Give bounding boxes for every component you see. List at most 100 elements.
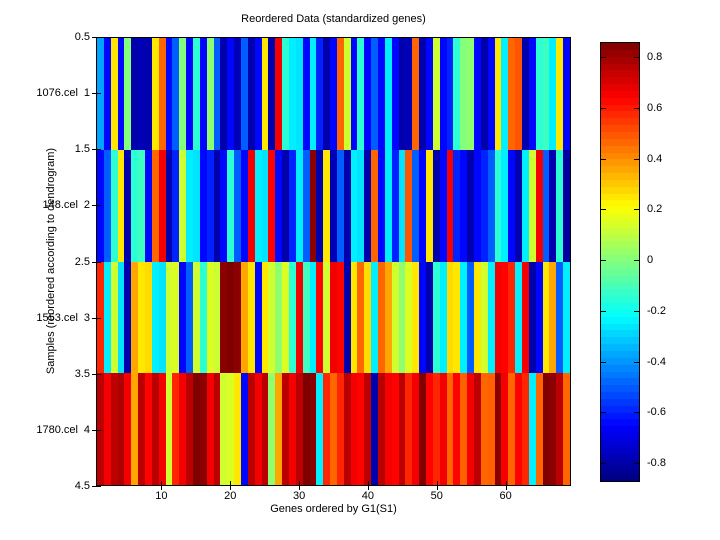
heatmap-cell bbox=[220, 149, 228, 262]
heatmap-cell bbox=[247, 149, 255, 262]
heatmap-cell bbox=[144, 38, 152, 150]
heatmap-cell bbox=[419, 38, 427, 150]
colorbar-slice bbox=[601, 460, 639, 468]
heatmap-cell bbox=[563, 38, 570, 150]
heatmap-cell bbox=[165, 38, 173, 150]
heatmap-cell bbox=[309, 38, 317, 150]
colorbar-slice bbox=[601, 385, 639, 393]
colorbar-slice bbox=[601, 248, 639, 256]
heatmap-cell bbox=[247, 261, 255, 374]
heatmap-cell bbox=[275, 261, 283, 374]
heatmap-cell bbox=[131, 38, 139, 150]
heatmap-cell bbox=[405, 373, 413, 485]
heatmap-cell bbox=[309, 261, 317, 374]
heatmap-cell bbox=[528, 149, 536, 262]
heatmap-cell bbox=[179, 38, 187, 150]
tick-mark bbox=[299, 486, 300, 490]
heatmap-cell bbox=[288, 261, 296, 374]
heatmap-cell bbox=[467, 261, 475, 374]
y-tick-label: 0.5 bbox=[74, 31, 90, 43]
colorbar bbox=[600, 42, 640, 482]
heatmap-cell bbox=[364, 373, 372, 485]
colorbar-slice bbox=[601, 439, 639, 447]
colorbar-slice bbox=[601, 255, 639, 262]
heatmap-cell bbox=[275, 38, 283, 150]
heatmap-cell bbox=[357, 38, 365, 150]
heatmap-cell bbox=[254, 149, 262, 262]
heatmap-cell bbox=[378, 373, 385, 485]
colorbar-slice bbox=[601, 131, 639, 139]
heatmap-cell bbox=[467, 38, 475, 150]
heatmap-cell bbox=[494, 373, 502, 485]
colorbar-slice bbox=[601, 63, 639, 71]
colorbar-slice bbox=[601, 125, 639, 132]
heatmap-cell bbox=[302, 149, 310, 262]
tick-mark bbox=[506, 481, 507, 486]
heatmap-cell bbox=[199, 149, 207, 262]
heatmap-cell bbox=[213, 149, 221, 262]
heatmap-cell bbox=[371, 373, 379, 485]
heatmap-cell bbox=[268, 261, 276, 374]
heatmap-cell bbox=[275, 149, 283, 262]
heatmap-cell bbox=[316, 38, 324, 150]
colorbar-tick-label: 0.2 bbox=[647, 203, 663, 216]
heatmap-cell bbox=[343, 38, 351, 150]
heatmap-cell bbox=[234, 373, 241, 485]
heatmap-cell bbox=[522, 38, 529, 150]
heatmap-cell bbox=[323, 38, 331, 150]
tick-mark bbox=[96, 205, 101, 206]
heatmap-cell bbox=[343, 261, 351, 374]
heatmap-cell bbox=[323, 261, 331, 374]
heatmap-cell bbox=[97, 373, 104, 485]
colorbar-slice bbox=[601, 241, 639, 249]
tick-mark bbox=[92, 374, 96, 375]
heatmap-cell bbox=[474, 38, 481, 150]
y-tick-label: 2.5 bbox=[74, 255, 90, 268]
colorbar-slice bbox=[601, 357, 639, 365]
heatmap-cell bbox=[309, 149, 317, 262]
heatmap-cell bbox=[432, 373, 440, 485]
x-tick-label: 10 bbox=[155, 490, 168, 502]
heatmap-cell bbox=[371, 261, 379, 374]
heatmap-cell bbox=[384, 149, 392, 262]
y-tick-label: 1 bbox=[83, 87, 90, 100]
heatmap-cell bbox=[302, 373, 310, 485]
heatmap-cell bbox=[494, 261, 502, 374]
colorbar-slice bbox=[601, 145, 639, 153]
heatmap-cell bbox=[343, 149, 351, 262]
heatmap-cell bbox=[357, 149, 365, 262]
heatmap-cell bbox=[165, 149, 173, 262]
tick-mark bbox=[601, 260, 606, 261]
heatmap-cell bbox=[419, 261, 427, 374]
heatmap-cell bbox=[508, 373, 516, 485]
x-tick-label: 60 bbox=[499, 490, 512, 502]
tick-mark bbox=[96, 486, 101, 487]
colorbar-slice bbox=[601, 282, 639, 290]
colorbar-slice bbox=[601, 453, 639, 461]
heatmap-cell bbox=[186, 149, 193, 262]
heatmap-cell bbox=[515, 373, 522, 485]
colorbar-slice bbox=[601, 104, 639, 112]
heatmap-cell bbox=[330, 38, 337, 150]
heatmap-cell bbox=[357, 261, 365, 374]
x-tick-label: 20 bbox=[224, 490, 237, 502]
heatmap-cell bbox=[522, 373, 529, 485]
colorbar-slice bbox=[601, 433, 639, 440]
heatmap-cell bbox=[494, 38, 502, 150]
heatmap-cell bbox=[316, 373, 324, 485]
heatmap-cell bbox=[446, 149, 454, 262]
heatmap-cell bbox=[158, 261, 166, 374]
heatmap-cell bbox=[158, 149, 166, 262]
heatmap-cell bbox=[158, 38, 166, 150]
heatmap-cell bbox=[288, 373, 296, 485]
colorbar-slice bbox=[601, 371, 639, 379]
heatmap-cell bbox=[336, 261, 344, 374]
tick-mark bbox=[92, 262, 96, 263]
colorbar-slice bbox=[601, 323, 639, 331]
tick-mark bbox=[161, 486, 162, 490]
heatmap-cell bbox=[460, 373, 468, 485]
heatmap-cell bbox=[220, 261, 228, 374]
heatmap-cell bbox=[295, 149, 303, 262]
heatmap-cell bbox=[117, 261, 125, 374]
heatmap-cell bbox=[282, 38, 289, 150]
